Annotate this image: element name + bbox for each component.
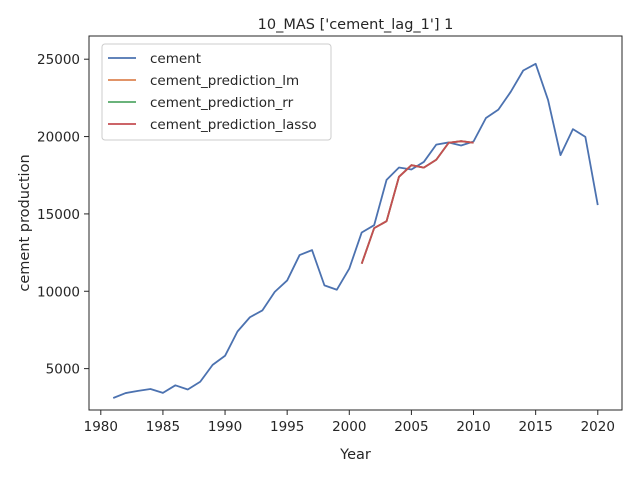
y-tick-label: 25000: [37, 52, 80, 68]
x-tick-label: 1985: [146, 419, 180, 435]
legend-label-lasso: cement_prediction_lasso: [150, 117, 317, 133]
y-tick-label: 15000: [37, 207, 80, 223]
legend-label-lm: cement_prediction_lm: [150, 73, 299, 89]
y-axis-title: cement production: [17, 154, 33, 291]
x-tick-label: 1980: [84, 419, 118, 435]
y-tick-label: 10000: [37, 284, 80, 300]
legend-box: [101, 43, 332, 141]
x-axis-title: Year: [339, 447, 371, 463]
legend: cement cement_prediction_lm cement_predi…: [101, 43, 332, 141]
y-tick-label: 20000: [37, 130, 80, 146]
x-tick-label: 2005: [394, 419, 428, 435]
series-layer: [112, 62, 599, 399]
x-tick-label: 1990: [208, 419, 242, 435]
x-tick-label: 1995: [270, 419, 304, 435]
y-tick-label: 5000: [46, 362, 80, 378]
plot-frame: [88, 35, 623, 411]
legend-label-cement: cement: [150, 51, 201, 67]
x-axis: 1980 1985 1990 1995 2000 2005 2010 2015 2020: [84, 410, 615, 435]
series-line-cement_prediction_lm: [360, 140, 474, 265]
y-axis: 5000 10000 15000 20000 25000: [37, 52, 89, 378]
x-tick-label: 2000: [332, 419, 366, 435]
x-tick-label: 2020: [581, 419, 615, 435]
series-line-cement: [112, 62, 599, 399]
legend-label-rr: cement_prediction_rr: [150, 95, 294, 111]
x-tick-label: 2015: [518, 419, 552, 435]
series-line-cement_prediction_rr: [360, 140, 474, 265]
chart-title: 10_MAS ['cement_lag_1'] 1: [258, 17, 454, 33]
x-tick-label: 2010: [456, 419, 490, 435]
series-line-cement_prediction_lasso: [360, 140, 474, 265]
